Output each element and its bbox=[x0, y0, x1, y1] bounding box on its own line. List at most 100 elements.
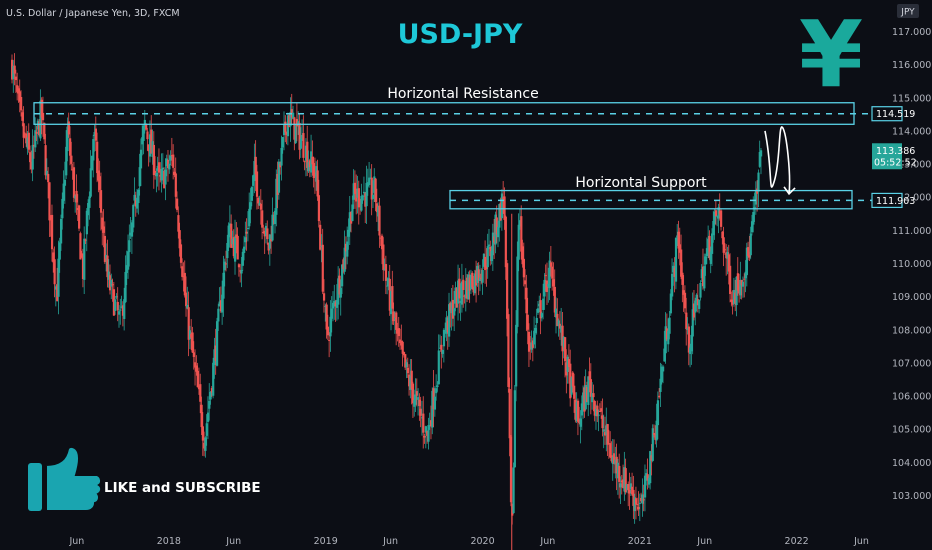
candle-body bbox=[69, 138, 72, 156]
candle-body bbox=[573, 385, 576, 399]
candle-body bbox=[687, 326, 690, 353]
candle-body bbox=[146, 131, 149, 140]
candle-body bbox=[304, 145, 308, 161]
candle-body bbox=[683, 292, 687, 309]
candle-body bbox=[534, 327, 537, 333]
resistance-label: Horizontal Resistance bbox=[387, 86, 538, 102]
candle-body bbox=[25, 133, 28, 144]
candle-body bbox=[758, 151, 761, 167]
candle-body bbox=[342, 259, 345, 270]
candle-body bbox=[138, 167, 141, 187]
candle-body bbox=[509, 436, 513, 503]
candle-body bbox=[155, 172, 158, 177]
candle-body bbox=[440, 344, 443, 352]
candle-body bbox=[102, 226, 105, 233]
candle-body bbox=[120, 306, 123, 308]
candle-body bbox=[460, 281, 464, 305]
candle-body bbox=[38, 121, 41, 136]
candle-body bbox=[223, 261, 226, 271]
candle-body bbox=[614, 459, 617, 465]
candle-body bbox=[671, 273, 674, 297]
candle-body bbox=[736, 273, 739, 291]
candle-body bbox=[713, 211, 716, 225]
candle-body bbox=[166, 159, 170, 169]
candle-body bbox=[722, 237, 725, 253]
candle-body bbox=[249, 202, 252, 210]
candle-body bbox=[499, 202, 502, 221]
candle-body bbox=[390, 291, 393, 315]
candle-body bbox=[161, 167, 165, 170]
candle-body bbox=[154, 170, 157, 174]
candle-body bbox=[128, 240, 131, 253]
candle-body bbox=[401, 341, 404, 354]
candle-body bbox=[522, 258, 525, 278]
candle-body bbox=[178, 230, 181, 249]
candle-body bbox=[446, 320, 449, 333]
price-tick-label: 113.000 bbox=[892, 160, 931, 171]
candle-body bbox=[17, 88, 20, 94]
candle-body bbox=[558, 323, 562, 329]
candle-body bbox=[664, 326, 667, 354]
candle-body bbox=[419, 408, 422, 416]
candle-body bbox=[346, 241, 349, 257]
candle-body bbox=[741, 281, 745, 287]
price-axis[interactable]: 103.000 104.000 105.000 106.000 107.000 108.0… bbox=[892, 27, 931, 502]
candle-body bbox=[337, 278, 340, 305]
candle-body bbox=[676, 235, 679, 238]
candle-body bbox=[643, 475, 647, 498]
candle-body bbox=[286, 115, 290, 137]
candle-body bbox=[692, 303, 696, 318]
currency-badge[interactable]: JPY bbox=[900, 8, 915, 18]
cta-text[interactable]: LIKE and SUBSCRIBE bbox=[104, 480, 261, 496]
candle-body bbox=[598, 411, 602, 413]
candle-body bbox=[605, 425, 608, 436]
candle-body bbox=[370, 177, 373, 200]
thumbs-up-icon[interactable] bbox=[28, 445, 103, 512]
candle-body bbox=[185, 292, 188, 307]
candle-body bbox=[435, 388, 438, 394]
candle-body bbox=[527, 331, 531, 352]
time-axis[interactable]: Jun 2018 Jun 2019 Jun 2020 Jun 2021 Jun 2022 Jun bbox=[68, 536, 868, 547]
candle-body bbox=[303, 161, 306, 163]
candle-body bbox=[382, 244, 385, 271]
candle-body bbox=[458, 278, 461, 299]
candle-body bbox=[637, 506, 640, 510]
candle-body bbox=[280, 147, 283, 166]
candle-body bbox=[333, 300, 336, 307]
time-tick-label: 2019 bbox=[314, 536, 338, 547]
candle-body bbox=[574, 399, 577, 420]
candle-body bbox=[490, 250, 493, 262]
candle-body bbox=[718, 211, 721, 214]
candle-body bbox=[624, 468, 627, 493]
candle-body bbox=[536, 308, 540, 313]
candle-body bbox=[463, 295, 466, 297]
candle-body bbox=[61, 198, 64, 219]
candle-body bbox=[682, 290, 685, 295]
candle-body bbox=[424, 426, 428, 433]
candle-body bbox=[748, 251, 751, 258]
candle-body bbox=[640, 497, 643, 502]
candle-body bbox=[145, 124, 148, 130]
symbol-line[interactable]: U.S. Dollar / Japanese Yen, 3D, FXCM bbox=[6, 8, 180, 19]
candle-body bbox=[283, 124, 286, 136]
candle-body bbox=[674, 237, 678, 282]
candle-body bbox=[267, 242, 270, 251]
candle-body bbox=[429, 420, 433, 427]
candle-body bbox=[712, 220, 715, 236]
time-tick-label: Jun bbox=[225, 536, 241, 547]
candle-body bbox=[262, 232, 265, 234]
candle-body bbox=[468, 277, 471, 291]
candle-body bbox=[163, 170, 166, 189]
candle-body bbox=[607, 443, 611, 445]
candle-body bbox=[41, 112, 45, 121]
candle-body bbox=[174, 173, 177, 197]
candle-body bbox=[482, 253, 486, 267]
candle-body bbox=[655, 420, 658, 441]
candle-body bbox=[312, 163, 315, 178]
candle-body bbox=[487, 244, 491, 247]
candle-body bbox=[213, 349, 216, 366]
candle-body bbox=[194, 362, 197, 368]
candle-body bbox=[243, 246, 246, 254]
candle-body bbox=[520, 216, 523, 252]
